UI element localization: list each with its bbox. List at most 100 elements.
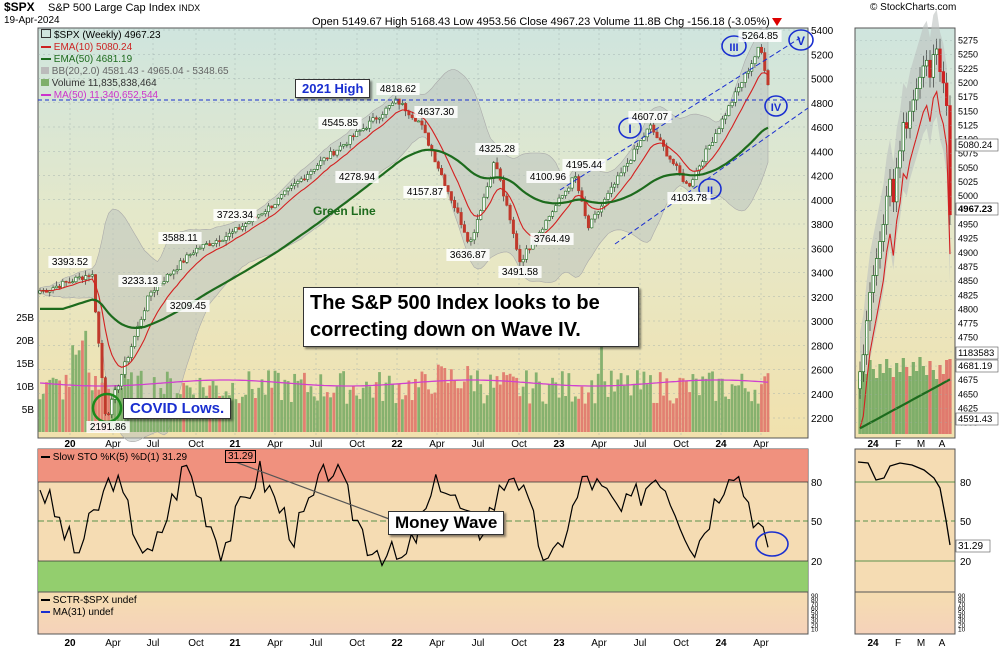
right-x-axis-label: F (895, 439, 901, 450)
candle-body (302, 178, 306, 181)
right-stoch-value: 31.29 (958, 541, 983, 552)
candle-body (364, 127, 368, 130)
price-label-bg (86, 421, 130, 433)
candle-body (400, 103, 404, 105)
price-axis-label: 4800 (811, 99, 834, 110)
volume-bar (567, 373, 571, 432)
candle-body (684, 181, 688, 184)
volume-bar (766, 373, 770, 432)
volume-bar (257, 387, 261, 432)
candle-body (675, 163, 679, 166)
candle-body (551, 211, 555, 217)
candle-body (544, 220, 548, 230)
right-price-axis-label: 5025 (958, 177, 978, 187)
x-axis-label: Apr (105, 439, 121, 450)
price-axis-label: 5000 (811, 75, 834, 86)
right-volume-bar (875, 378, 879, 434)
down-triangle-icon (772, 18, 782, 26)
volume-bar (626, 375, 630, 432)
right-price-axis-label: 5125 (958, 120, 978, 130)
right-x-axis: 24 F M A (867, 439, 945, 450)
volume-bar (325, 392, 329, 432)
x-axis-label: Jul (634, 439, 647, 450)
volume-bar (289, 401, 293, 432)
volume-bar (609, 370, 613, 432)
right-price-axis-label: 5000 (958, 191, 978, 201)
candle-body (492, 162, 496, 179)
candle-body (573, 176, 577, 179)
right-candle-body (925, 59, 929, 67)
candle-body (475, 219, 479, 233)
volume-bar (554, 382, 558, 432)
candle-body (756, 46, 760, 58)
stoch-axis-label: 20 (811, 557, 823, 568)
x-axis-label: Oct (673, 439, 689, 450)
candle-body (489, 178, 493, 188)
x-axis-bottom: 20 Apr Jul Oct 21 Apr Jul Oct 22 Apr Jul Oct 23 Apr Ju… (64, 638, 769, 649)
x-axis-bottom-label: Apr (105, 638, 121, 649)
price-label: 5264.85 (742, 31, 779, 42)
volume-bar (629, 395, 633, 432)
volume-bar (64, 374, 68, 432)
right-stoch-line (857, 461, 951, 546)
volume-bar (355, 395, 359, 432)
volume-bar (332, 392, 336, 432)
volume-ma50-line (39, 379, 769, 387)
volume-bar (453, 380, 457, 432)
legend-main: $SPX (Weekly) 4967.23 (41, 29, 229, 42)
wave-iii-label: III (729, 42, 738, 54)
money-wave-pointer (229, 459, 393, 521)
price-label-bg (318, 117, 362, 129)
candle-body (142, 310, 146, 320)
candle-body (371, 117, 375, 122)
ema50-line (40, 126, 769, 329)
candle-body (449, 191, 453, 201)
candle-body (583, 200, 587, 217)
price-label-bg (446, 249, 490, 261)
volume-bar (71, 345, 75, 432)
right-candle-body (881, 224, 885, 242)
right-sctr-axis-label: 20 (958, 622, 966, 629)
price-axis-label: 4400 (811, 147, 834, 158)
price-label-bg (530, 233, 574, 245)
candle-body (214, 240, 218, 244)
volume-bar (747, 391, 750, 432)
right-x-axis-bottom-label: F (895, 638, 901, 649)
wave-ii-label: II (707, 185, 713, 197)
volume-bar (587, 392, 590, 432)
volume-bar (632, 383, 636, 432)
volume-bar (436, 364, 440, 432)
candle-body (691, 179, 695, 187)
right-candle-body (878, 241, 882, 259)
volume-bar (580, 386, 584, 432)
candle-body (191, 252, 195, 255)
candle-body (456, 207, 460, 213)
candle-body (404, 103, 408, 112)
wave-iv-label: IV (771, 102, 782, 114)
right-volume-bar (868, 360, 872, 434)
price-legend: $SPX (Weekly) 4967.23 EMA(10) 5080.24 EM… (41, 29, 229, 102)
candle-body (417, 120, 421, 123)
candle-body (423, 124, 427, 134)
legend-bb: BB(20,2.0) 4581.43 - 4965.04 - 5348.65 (41, 66, 229, 78)
sctr-axis-label: 50 (811, 610, 819, 617)
stoch-axis: 80 50 20 (811, 478, 823, 568)
volume-bar (495, 376, 499, 432)
volume-bar (38, 399, 42, 432)
right-x-axis-label: 24 (867, 439, 879, 450)
candle-body (188, 254, 192, 256)
candle-body (237, 227, 241, 230)
right-stoch-panel (854, 448, 956, 593)
volume-bar (763, 376, 767, 432)
volume-bar (462, 381, 466, 432)
candle-body (64, 281, 68, 283)
candle-body (688, 183, 692, 187)
sctr-axis-label: 90 (811, 593, 819, 600)
right-value-tag (955, 202, 999, 216)
right-ema10-line (859, 89, 951, 429)
right-volume-bar (885, 359, 889, 434)
volume-bar (613, 391, 616, 432)
right-candle-body (898, 150, 902, 169)
right-price-axis-label: 4800 (958, 304, 978, 314)
wave-iv-circle (764, 95, 788, 117)
